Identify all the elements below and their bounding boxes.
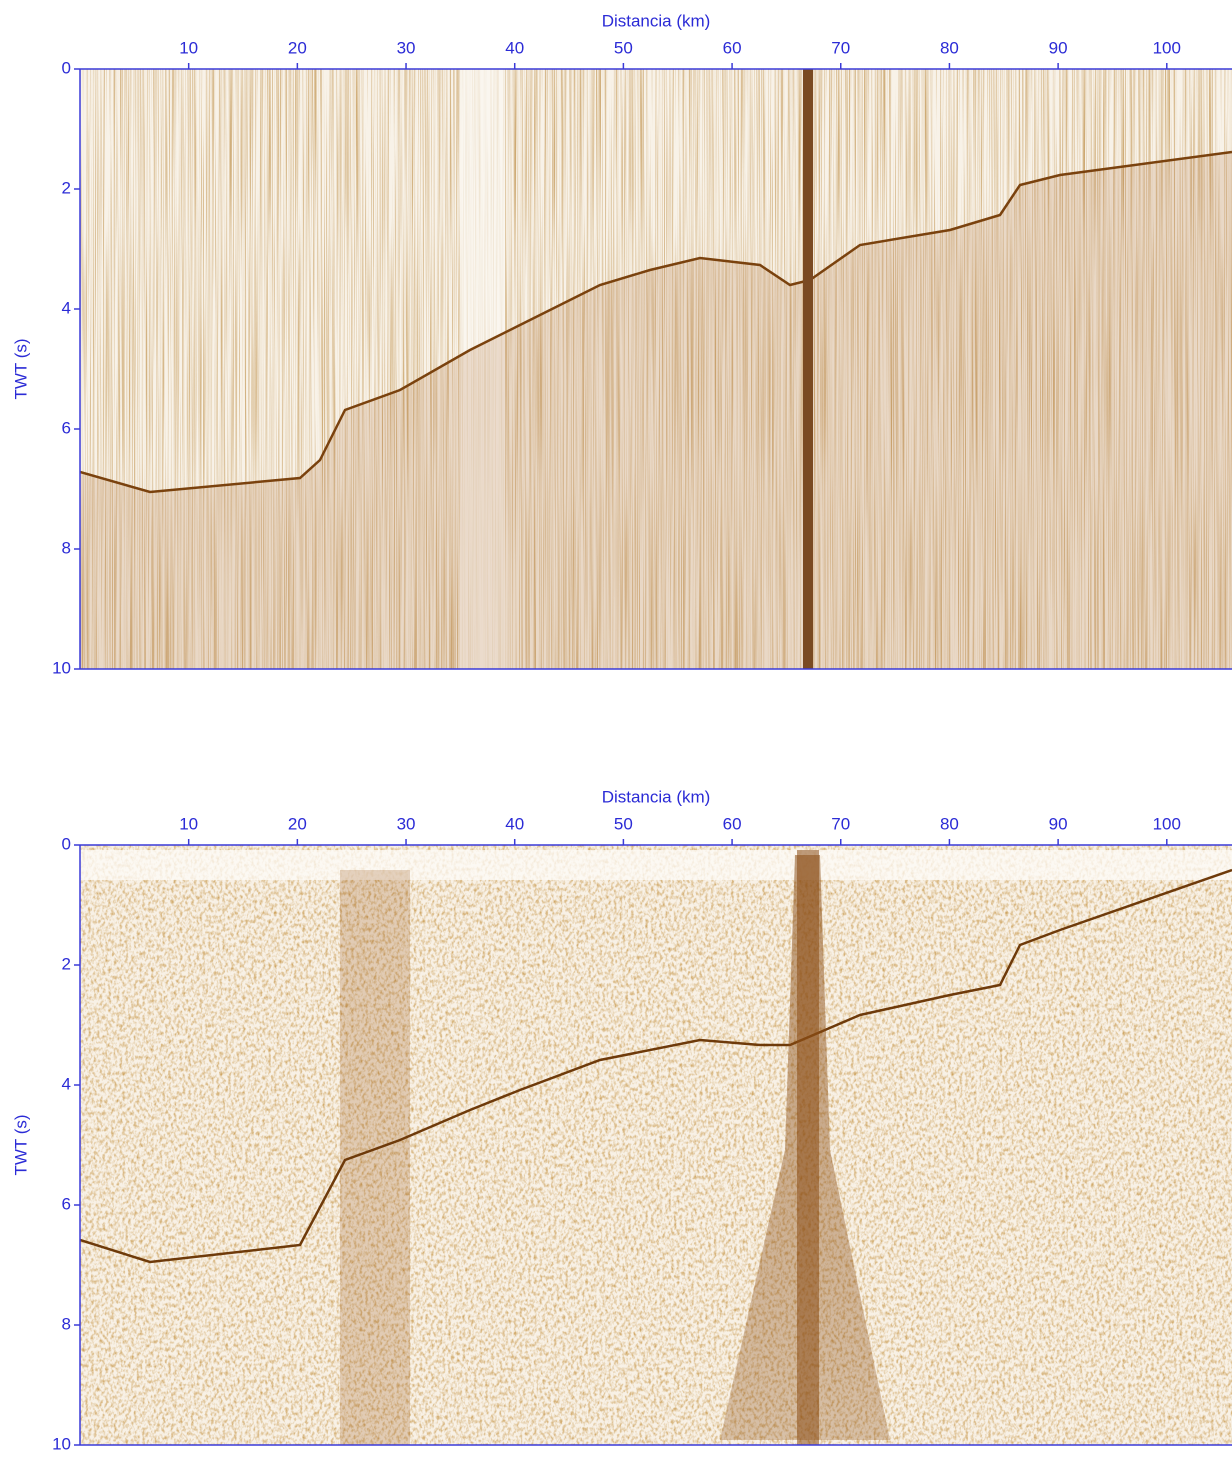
y-axis-label: TWT (s): [11, 338, 30, 399]
x-tick-label: 30: [397, 38, 416, 57]
x-tick-label: 10: [179, 814, 198, 833]
x-tick-label: 70: [831, 38, 850, 57]
seismic-image: [80, 69, 1232, 669]
x-tick-label: 50: [614, 814, 633, 833]
x-axis-label: Distancia (km): [602, 11, 711, 30]
x-tick-label: 40: [505, 814, 524, 833]
y-tick-label: 0: [62, 834, 71, 853]
y-tick-label: 8: [62, 1314, 71, 1333]
y-tick-label: 4: [62, 1074, 71, 1093]
y-axis-label: TWT (s): [11, 1114, 30, 1175]
y-tick-label: 6: [62, 418, 71, 437]
x-tick-label: 20: [288, 814, 307, 833]
x-tick-label: 100: [1153, 38, 1181, 57]
y-tick-label: 2: [62, 954, 71, 973]
x-tick-label: 60: [723, 38, 742, 57]
y-tick-label: 0: [62, 58, 71, 77]
y-tick-label: 2: [62, 178, 71, 197]
y-tick-label: 10: [52, 1434, 71, 1453]
seismic-image: [80, 845, 1232, 1445]
x-tick-label: 20: [288, 38, 307, 57]
x-tick-label: 50: [614, 38, 633, 57]
x-tick-label: 70: [831, 814, 850, 833]
x-axis-label: Distancia (km): [602, 787, 711, 806]
y-tick-label: 8: [62, 538, 71, 557]
x-tick-label: 60: [723, 814, 742, 833]
x-tick-label: 30: [397, 814, 416, 833]
x-tick-label: 100: [1153, 814, 1181, 833]
figure: 1020304050607080901000246810Distancia (k…: [0, 0, 1232, 1457]
x-tick-label: 10: [179, 38, 198, 57]
y-tick-label: 6: [62, 1194, 71, 1213]
x-tick-label: 80: [940, 38, 959, 57]
x-tick-label: 90: [1049, 814, 1068, 833]
x-tick-label: 90: [1049, 38, 1068, 57]
y-tick-label: 10: [52, 658, 71, 677]
x-tick-label: 40: [505, 38, 524, 57]
x-tick-label: 80: [940, 814, 959, 833]
y-tick-label: 4: [62, 298, 71, 317]
